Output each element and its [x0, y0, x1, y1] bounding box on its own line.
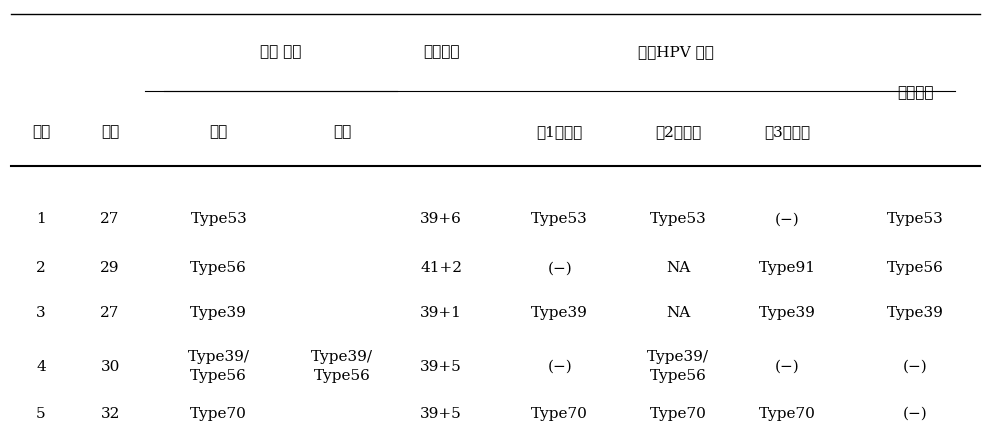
Text: (−): (−) — [903, 359, 928, 374]
Text: NA: NA — [666, 306, 691, 320]
Text: 2: 2 — [36, 261, 46, 275]
Text: 제3삼분기: 제3삼분기 — [764, 125, 810, 139]
Text: 중심: 중심 — [210, 125, 228, 139]
Text: Type70: Type70 — [758, 407, 816, 421]
Text: 5: 5 — [36, 407, 46, 421]
Text: Type39: Type39 — [887, 306, 944, 320]
Text: 30: 30 — [100, 359, 120, 374]
Text: Type56: Type56 — [887, 261, 944, 275]
Text: (−): (−) — [903, 407, 928, 421]
Text: Type70: Type70 — [650, 407, 707, 421]
Text: 제1삼분기: 제1삼분기 — [536, 125, 583, 139]
Text: 증례: 증례 — [32, 125, 50, 139]
Text: (−): (−) — [775, 359, 800, 374]
Text: (−): (−) — [775, 212, 800, 226]
Text: 나이: 나이 — [101, 125, 119, 139]
Text: 29: 29 — [100, 261, 120, 275]
Text: 39+5: 39+5 — [420, 359, 462, 374]
Text: Type53: Type53 — [887, 212, 943, 226]
Text: 산모HPV 감염: 산모HPV 감염 — [638, 46, 715, 60]
Text: Type39/
Type56: Type39/ Type56 — [311, 350, 374, 383]
Text: Type56: Type56 — [190, 261, 247, 275]
Text: 27: 27 — [100, 212, 120, 226]
Text: 변연: 변연 — [333, 125, 352, 139]
Text: Type53: Type53 — [650, 212, 707, 226]
Text: NA: NA — [666, 261, 691, 275]
Text: Type53: Type53 — [190, 212, 247, 226]
Text: (−): (−) — [547, 359, 572, 374]
Text: Type53: Type53 — [531, 212, 588, 226]
Text: (−): (−) — [547, 261, 572, 275]
Text: 제2삼분기: 제2삼분기 — [655, 125, 702, 139]
Text: Type39: Type39 — [758, 306, 816, 320]
Text: 39+6: 39+6 — [420, 212, 462, 226]
Text: 분만주수: 분만주수 — [423, 46, 460, 60]
Text: Type70: Type70 — [190, 407, 247, 421]
Text: Type39: Type39 — [531, 306, 589, 320]
Text: Type39: Type39 — [190, 306, 247, 320]
Text: 4: 4 — [36, 359, 46, 374]
Text: Type91: Type91 — [758, 261, 816, 275]
Text: 1: 1 — [36, 212, 46, 226]
Text: 3: 3 — [36, 306, 46, 320]
Text: Type39/
Type56: Type39/ Type56 — [647, 350, 710, 383]
Text: Type39/
Type56: Type39/ Type56 — [188, 350, 250, 383]
Text: Type70: Type70 — [531, 407, 589, 421]
Text: 39+5: 39+5 — [420, 407, 462, 421]
Text: 태아감염: 태아감염 — [897, 86, 934, 100]
Text: 39+1: 39+1 — [420, 306, 462, 320]
Text: 41+2: 41+2 — [420, 261, 462, 275]
Text: 감염 부위: 감염 부위 — [260, 46, 301, 60]
Text: 32: 32 — [100, 407, 120, 421]
Text: 27: 27 — [100, 306, 120, 320]
